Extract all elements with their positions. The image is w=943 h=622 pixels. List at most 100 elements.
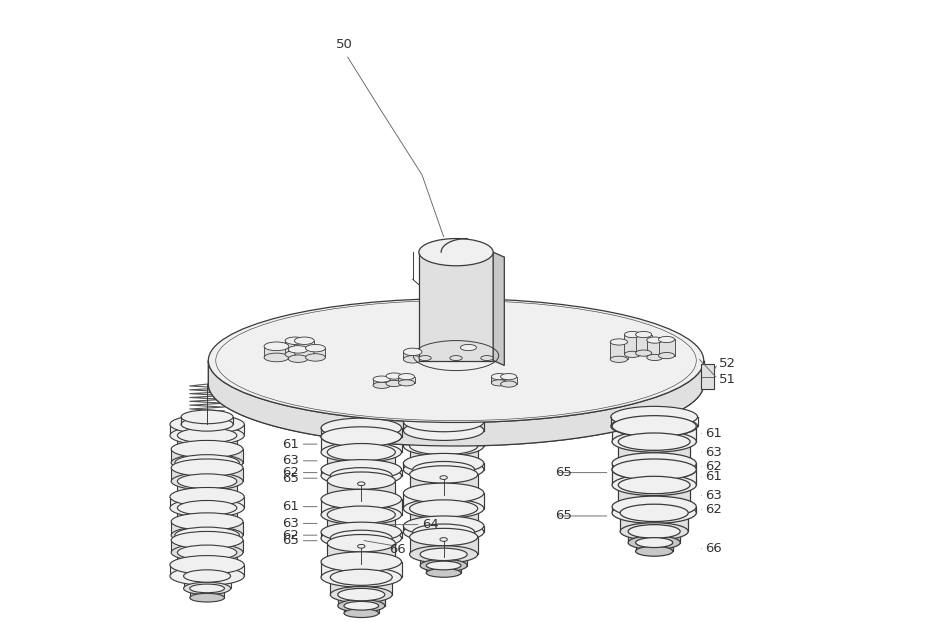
Ellipse shape — [404, 516, 484, 536]
Bar — [419, 252, 493, 361]
Ellipse shape — [620, 504, 688, 521]
Ellipse shape — [190, 584, 224, 593]
Ellipse shape — [612, 459, 696, 480]
Text: 66: 66 — [705, 542, 722, 555]
Bar — [327, 543, 395, 562]
Ellipse shape — [170, 567, 244, 585]
Bar — [658, 340, 674, 356]
Ellipse shape — [409, 545, 478, 563]
Text: 62: 62 — [283, 466, 299, 479]
Bar — [404, 493, 484, 509]
Ellipse shape — [501, 381, 517, 387]
Ellipse shape — [330, 468, 392, 484]
Polygon shape — [493, 252, 505, 366]
Bar — [404, 463, 484, 470]
Bar — [172, 540, 243, 552]
Ellipse shape — [481, 356, 493, 361]
Ellipse shape — [624, 351, 640, 358]
Text: 61: 61 — [705, 427, 722, 440]
Bar — [426, 565, 461, 573]
Ellipse shape — [636, 537, 672, 547]
Ellipse shape — [190, 593, 224, 602]
Text: 66: 66 — [389, 543, 405, 556]
Ellipse shape — [172, 454, 243, 471]
Bar — [190, 588, 224, 598]
Text: 62: 62 — [283, 529, 299, 542]
Bar — [404, 526, 484, 532]
Ellipse shape — [619, 476, 690, 494]
Bar — [294, 341, 314, 353]
Ellipse shape — [321, 442, 402, 462]
Bar — [321, 562, 402, 577]
Bar — [264, 346, 289, 358]
Ellipse shape — [404, 420, 484, 440]
Ellipse shape — [208, 299, 703, 422]
Ellipse shape — [426, 569, 461, 577]
Text: 63: 63 — [705, 446, 722, 458]
Text: 61: 61 — [283, 438, 299, 450]
Bar — [321, 532, 402, 538]
Ellipse shape — [306, 345, 325, 352]
Ellipse shape — [409, 455, 478, 472]
Ellipse shape — [610, 339, 627, 345]
Ellipse shape — [184, 582, 231, 595]
Ellipse shape — [647, 355, 663, 361]
Bar — [174, 535, 240, 540]
Bar — [289, 350, 308, 359]
Ellipse shape — [181, 410, 233, 424]
Ellipse shape — [327, 472, 395, 490]
Bar — [321, 470, 402, 476]
Bar — [460, 348, 476, 357]
Ellipse shape — [177, 490, 237, 504]
Bar — [409, 475, 478, 493]
Ellipse shape — [285, 351, 305, 358]
Ellipse shape — [636, 546, 672, 556]
Ellipse shape — [174, 455, 240, 471]
Ellipse shape — [170, 555, 244, 574]
Bar — [327, 515, 395, 532]
Ellipse shape — [404, 483, 484, 503]
Ellipse shape — [306, 354, 325, 361]
Ellipse shape — [177, 514, 237, 529]
Bar — [306, 348, 325, 358]
Ellipse shape — [321, 427, 402, 447]
Ellipse shape — [172, 459, 243, 476]
Ellipse shape — [409, 500, 478, 518]
Ellipse shape — [321, 505, 402, 524]
Bar — [636, 335, 652, 353]
Bar — [330, 577, 392, 595]
Ellipse shape — [419, 356, 431, 361]
Ellipse shape — [612, 475, 696, 496]
Ellipse shape — [330, 569, 392, 585]
Text: 51: 51 — [720, 373, 736, 386]
Ellipse shape — [404, 412, 484, 432]
Ellipse shape — [177, 442, 237, 457]
Ellipse shape — [172, 473, 243, 490]
Bar — [619, 442, 690, 463]
Bar — [174, 463, 240, 468]
Bar — [330, 538, 392, 543]
Bar — [620, 513, 688, 531]
Ellipse shape — [321, 418, 402, 438]
Bar — [636, 542, 672, 551]
Ellipse shape — [399, 374, 415, 380]
Bar — [177, 435, 237, 449]
Ellipse shape — [294, 337, 314, 345]
Ellipse shape — [338, 600, 385, 612]
Ellipse shape — [285, 337, 305, 345]
Bar — [170, 565, 244, 576]
Ellipse shape — [174, 527, 240, 543]
Ellipse shape — [172, 526, 243, 544]
Bar — [647, 340, 663, 358]
Text: 52: 52 — [720, 357, 736, 370]
Bar — [327, 481, 395, 499]
Bar — [399, 377, 415, 383]
Bar — [619, 485, 690, 507]
Bar — [344, 606, 379, 613]
Ellipse shape — [321, 427, 402, 447]
Bar — [172, 449, 243, 463]
Ellipse shape — [404, 356, 422, 363]
Ellipse shape — [611, 406, 698, 427]
Text: 65: 65 — [283, 471, 299, 485]
Bar — [409, 509, 478, 526]
